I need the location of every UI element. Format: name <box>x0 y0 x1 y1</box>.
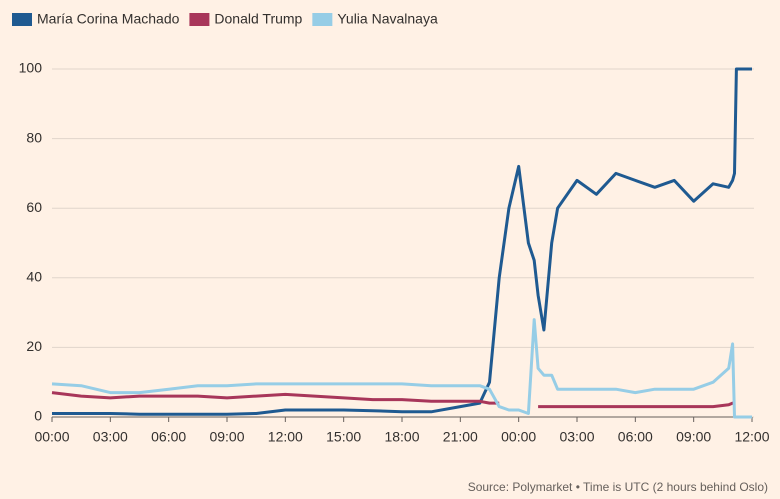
series-line <box>51 318 752 419</box>
y-tick-label: 40 <box>26 269 42 285</box>
x-tick-label: 00:00 <box>501 429 536 445</box>
x-tick-label: 03:00 <box>93 429 128 445</box>
x-tick-label: 09:00 <box>209 429 244 445</box>
x-tick-label: 09:00 <box>676 429 711 445</box>
legend-swatch <box>12 13 32 26</box>
y-tick-label: 80 <box>26 129 42 145</box>
x-tick-label: 12:00 <box>268 429 303 445</box>
source: Source: Polymarket • Time is UTC (2 hour… <box>468 480 768 494</box>
legend-swatch <box>312 13 333 26</box>
x-tick-label: 03:00 <box>559 429 594 445</box>
legend-label: María Corina Machado <box>37 11 180 27</box>
x-tick-label: 06:00 <box>618 429 653 445</box>
x-tick-label: 12:00 <box>734 429 769 445</box>
series-line <box>52 67 752 416</box>
x-tick-label: 00:00 <box>34 429 69 445</box>
x-tick-label: 15:00 <box>326 429 361 445</box>
legend-label: Yulia Navalnaya <box>337 11 438 27</box>
y-tick-label: 0 <box>34 408 42 424</box>
series-line <box>51 391 735 409</box>
y-tick-label: 20 <box>26 338 42 354</box>
x-tick-label: 06:00 <box>151 429 186 445</box>
y-tick-label: 100 <box>19 60 43 76</box>
legend-label: Donald Trump <box>214 11 302 27</box>
x-tick-label: 18:00 <box>384 429 419 445</box>
legend-swatch <box>189 13 210 26</box>
x-tick-label: 21:00 <box>443 429 478 445</box>
y-tick-label: 60 <box>26 199 42 215</box>
